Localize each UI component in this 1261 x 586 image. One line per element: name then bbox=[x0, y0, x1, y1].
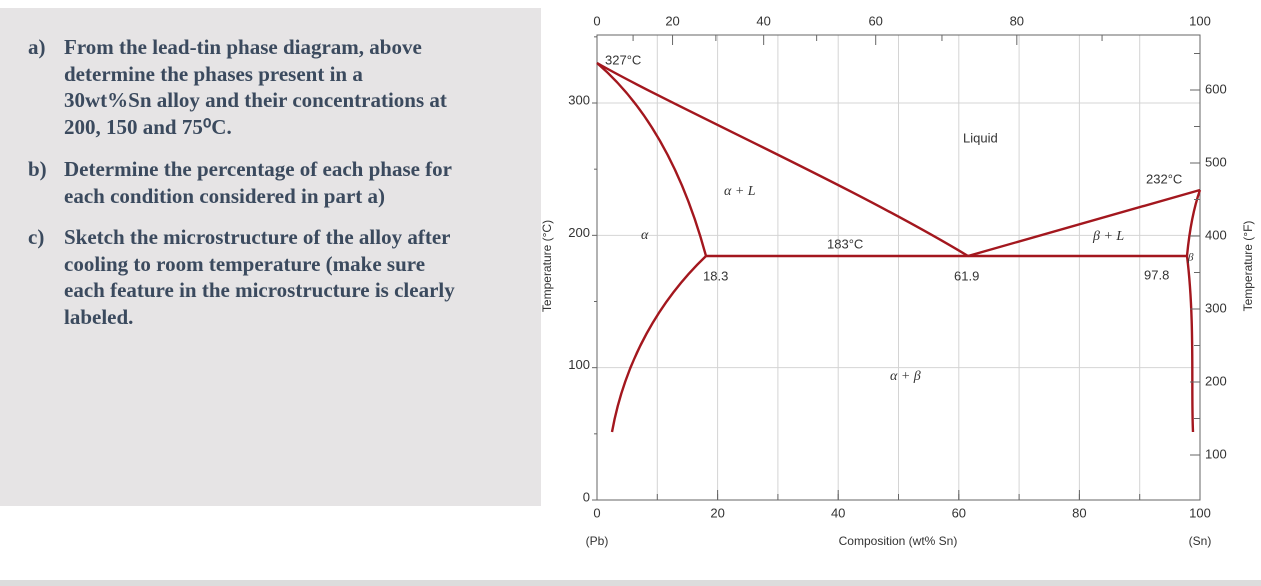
solidus-right bbox=[1185, 189, 1202, 257]
y2-tick-label: 100 bbox=[1205, 446, 1227, 461]
annotation: 18.3 bbox=[703, 268, 728, 283]
x-tick-label: 20 bbox=[710, 505, 724, 520]
x-tick-label: 60 bbox=[952, 505, 966, 520]
question-text: Determine the percentage of each phase f… bbox=[64, 156, 544, 209]
solidus-left bbox=[596, 62, 708, 257]
annotation: 61.9 bbox=[954, 268, 979, 283]
annotation: 97.8 bbox=[1144, 267, 1169, 282]
y-axis-title: Temperature (°C) bbox=[540, 220, 554, 312]
x-tick-label: 80 bbox=[1072, 505, 1086, 520]
y2-tick-label: 200 bbox=[1205, 373, 1227, 388]
solvus-left bbox=[610, 255, 707, 433]
question-line: cooling to room temperature (make sure bbox=[64, 251, 426, 276]
question-label: c) bbox=[28, 225, 45, 249]
question-panel bbox=[0, 8, 541, 506]
top-tick-label: 20 bbox=[665, 13, 679, 28]
question-line: Determine the percentage of each phase f… bbox=[64, 157, 452, 181]
question-line: determine the phases present in a bbox=[64, 61, 363, 86]
x-axis-end-label: (Pb) bbox=[586, 534, 609, 548]
question-line: 200, 150 and 75⁰C. bbox=[64, 114, 232, 139]
annotation: Liquid bbox=[963, 130, 998, 145]
liquidus-right bbox=[967, 188, 1201, 258]
x-axis-end-label: (Sn) bbox=[1189, 534, 1212, 548]
x-tick-label: 100 bbox=[1189, 505, 1211, 520]
top-tick-label: 0 bbox=[593, 13, 600, 28]
question-label: b) bbox=[28, 157, 47, 181]
question-line: labeled. bbox=[64, 304, 134, 329]
grid bbox=[597, 35, 1200, 501]
top-tick-label: 40 bbox=[756, 13, 770, 28]
liquidus-left bbox=[596, 61, 969, 258]
bottom-border bbox=[0, 580, 1261, 586]
top-tick-label: 100 bbox=[1189, 13, 1211, 28]
y2-tick-label: 400 bbox=[1205, 227, 1227, 242]
question-line: each feature in the microstructure is cl… bbox=[64, 278, 455, 302]
y-tick-label: 300 bbox=[568, 92, 590, 107]
y-tick-label: 100 bbox=[568, 357, 590, 372]
annotation: α + L bbox=[724, 184, 756, 199]
x-tick-label: 0 bbox=[593, 505, 600, 520]
annotation: 232°C bbox=[1146, 171, 1182, 186]
question-text: From the lead-tin phase diagram, above de… bbox=[64, 34, 544, 140]
x-tick-label: 40 bbox=[831, 505, 845, 520]
annotation: α + β bbox=[890, 369, 921, 384]
annotation: 327°C bbox=[605, 52, 641, 67]
solvus-right bbox=[1185, 255, 1195, 433]
x-axis-title: Composition (wt% Sn) bbox=[839, 534, 958, 548]
y2-tick-label: 600 bbox=[1205, 81, 1227, 96]
y-tick-label: 0 bbox=[583, 489, 590, 504]
question-label: a) bbox=[28, 35, 46, 59]
annotation: α bbox=[641, 228, 649, 243]
question-line: From the lead-tin phase diagram, above bbox=[64, 35, 422, 59]
top-tick-label: 60 bbox=[868, 13, 882, 28]
y-tick-label: 200 bbox=[568, 225, 590, 240]
question-text: Sketch the microstructure of the alloy a… bbox=[64, 224, 544, 330]
annotation: β bbox=[1187, 252, 1194, 264]
question-line: 30wt%Sn alloy and their concentrations a… bbox=[64, 88, 447, 112]
annotation: 183°C bbox=[827, 236, 863, 251]
y2-tick-label: 300 bbox=[1205, 300, 1227, 315]
y2-axis-title: Temperature (°F) bbox=[1241, 221, 1255, 312]
y2-tick-label: 500 bbox=[1205, 154, 1227, 169]
top-tick-label: 80 bbox=[1010, 13, 1024, 28]
annotation: β + L bbox=[1092, 229, 1124, 244]
question-line: each condition considered in part a) bbox=[64, 183, 386, 208]
question-line: Sketch the microstructure of the alloy a… bbox=[64, 225, 451, 249]
